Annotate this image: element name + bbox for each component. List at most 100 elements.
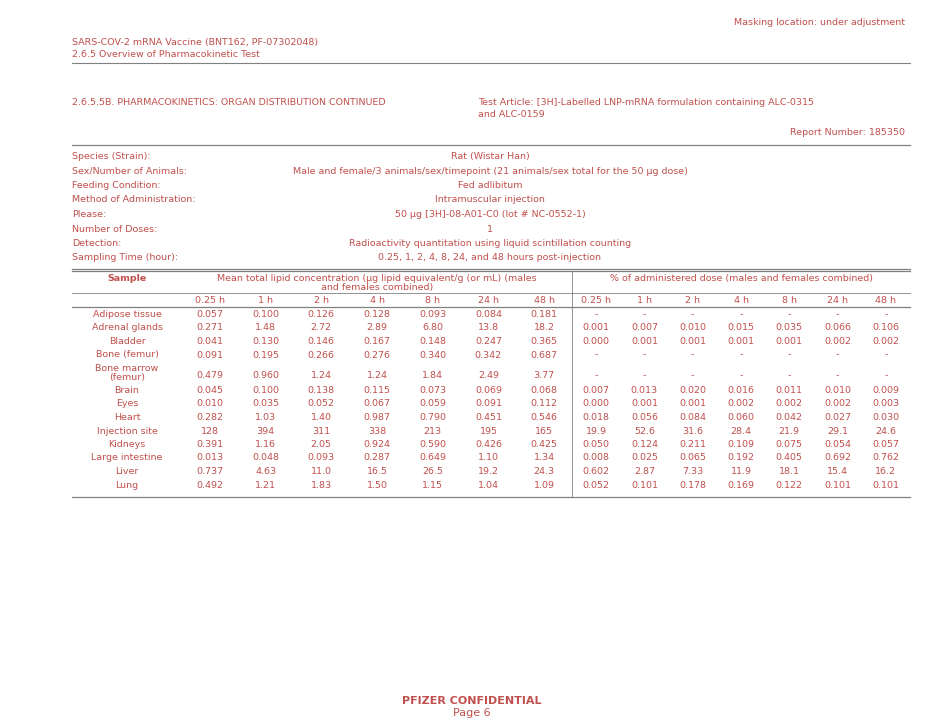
Text: 0.340: 0.340: [419, 350, 447, 360]
Text: 0.052: 0.052: [582, 481, 610, 489]
Text: 0.405: 0.405: [776, 453, 802, 463]
Text: 0.181: 0.181: [531, 310, 558, 319]
Text: 0.178: 0.178: [680, 481, 706, 489]
Text: 11.9: 11.9: [731, 467, 751, 476]
Text: 1.84: 1.84: [422, 371, 444, 380]
Text: 0.365: 0.365: [531, 337, 558, 346]
Text: Eyes: Eyes: [116, 400, 138, 408]
Text: 0.130: 0.130: [252, 337, 279, 346]
Text: 2.89: 2.89: [366, 324, 387, 332]
Text: Injection site: Injection site: [96, 426, 158, 436]
Text: 0.054: 0.054: [824, 440, 851, 449]
Text: 0.790: 0.790: [419, 413, 447, 422]
Text: 1.24: 1.24: [366, 371, 387, 380]
Text: 0.492: 0.492: [196, 481, 224, 489]
Text: -: -: [643, 371, 646, 380]
Text: -: -: [885, 310, 887, 319]
Text: -: -: [643, 310, 646, 319]
Text: Sex/Number of Animals:: Sex/Number of Animals:: [72, 167, 187, 175]
Text: 0.287: 0.287: [363, 453, 391, 463]
Text: 0.042: 0.042: [776, 413, 802, 422]
Text: Report Number: 185350: Report Number: 185350: [790, 128, 905, 137]
Text: 0.003: 0.003: [872, 400, 900, 408]
Text: 0.068: 0.068: [531, 386, 558, 395]
Text: 0.271: 0.271: [196, 324, 224, 332]
Text: 0.091: 0.091: [196, 350, 224, 360]
Text: 0.737: 0.737: [196, 467, 224, 476]
Text: 0.106: 0.106: [872, 324, 900, 332]
Text: 0.018: 0.018: [582, 413, 610, 422]
Text: 1.48: 1.48: [255, 324, 276, 332]
Text: -: -: [739, 310, 743, 319]
Text: 28.4: 28.4: [731, 426, 751, 436]
Text: -: -: [643, 350, 646, 360]
Text: 0.013: 0.013: [196, 453, 224, 463]
Text: 0.093: 0.093: [308, 453, 335, 463]
Text: 0.002: 0.002: [776, 400, 802, 408]
Text: 2 h: 2 h: [685, 296, 700, 305]
Text: 1.09: 1.09: [533, 481, 555, 489]
Text: 0.126: 0.126: [308, 310, 335, 319]
Text: 0.010: 0.010: [680, 324, 706, 332]
Text: 19.2: 19.2: [478, 467, 499, 476]
Text: 311: 311: [312, 426, 330, 436]
Text: 4.63: 4.63: [255, 467, 277, 476]
Text: 2.87: 2.87: [634, 467, 655, 476]
Text: -: -: [787, 350, 791, 360]
Text: 0.035: 0.035: [252, 400, 279, 408]
Text: -: -: [691, 310, 695, 319]
Text: 0.060: 0.060: [728, 413, 754, 422]
Text: 0.546: 0.546: [531, 413, 558, 422]
Text: 0.762: 0.762: [872, 453, 900, 463]
Text: Bone (femur): Bone (femur): [95, 350, 159, 360]
Text: 394: 394: [257, 426, 275, 436]
Text: 2.6.5 Overview of Pharmacokinetic Test: 2.6.5 Overview of Pharmacokinetic Test: [72, 50, 260, 59]
Text: -: -: [595, 371, 598, 380]
Text: 8 h: 8 h: [782, 296, 797, 305]
Text: 2 h: 2 h: [313, 296, 329, 305]
Text: -: -: [691, 371, 695, 380]
Text: SARS-COV-2 mRNA Vaccine (BNT162, PF-07302048): SARS-COV-2 mRNA Vaccine (BNT162, PF-0730…: [72, 38, 318, 47]
Text: Mean total lipid concentration (μg lipid equivalent/g (or mL) (males: Mean total lipid concentration (μg lipid…: [217, 274, 537, 283]
Text: 0.025: 0.025: [631, 453, 658, 463]
Text: -: -: [835, 310, 839, 319]
Text: 0.041: 0.041: [196, 337, 224, 346]
Text: 26.5: 26.5: [422, 467, 444, 476]
Text: (femur): (femur): [109, 373, 145, 382]
Text: Page 6: Page 6: [453, 708, 491, 718]
Text: 1 h: 1 h: [258, 296, 273, 305]
Text: 0.109: 0.109: [728, 440, 754, 449]
Text: 0.052: 0.052: [308, 400, 335, 408]
Text: 2.6.5.5B. PHARMACOKINETICS: ORGAN DISTRIBUTION CONTINUED: 2.6.5.5B. PHARMACOKINETICS: ORGAN DISTRI…: [72, 98, 386, 107]
Text: 15.4: 15.4: [827, 467, 848, 476]
Text: 0.195: 0.195: [252, 350, 279, 360]
Text: 0.020: 0.020: [680, 386, 706, 395]
Text: 0.057: 0.057: [872, 440, 900, 449]
Text: Method of Administration:: Method of Administration:: [72, 195, 195, 204]
Text: 0.002: 0.002: [824, 337, 851, 346]
Text: 0.001: 0.001: [631, 400, 658, 408]
Text: 24 h: 24 h: [478, 296, 499, 305]
Text: -: -: [885, 371, 887, 380]
Text: 0.010: 0.010: [196, 400, 224, 408]
Text: and ALC-0159: and ALC-0159: [478, 110, 545, 119]
Text: 0.013: 0.013: [631, 386, 658, 395]
Text: Sample: Sample: [108, 274, 146, 283]
Text: 8 h: 8 h: [425, 296, 440, 305]
Text: -: -: [835, 350, 839, 360]
Text: 0.425: 0.425: [531, 440, 558, 449]
Text: 0.451: 0.451: [475, 413, 502, 422]
Text: -: -: [787, 310, 791, 319]
Text: 1.24: 1.24: [311, 371, 331, 380]
Text: 0.169: 0.169: [728, 481, 754, 489]
Text: 0.25, 1, 2, 4, 8, 24, and 48 hours post-injection: 0.25, 1, 2, 4, 8, 24, and 48 hours post-…: [379, 253, 601, 263]
Text: 0.084: 0.084: [680, 413, 706, 422]
Text: 0.073: 0.073: [419, 386, 447, 395]
Text: 1 h: 1 h: [637, 296, 652, 305]
Text: 0.002: 0.002: [728, 400, 754, 408]
Text: 0.687: 0.687: [531, 350, 558, 360]
Text: -: -: [787, 371, 791, 380]
Text: 3.77: 3.77: [533, 371, 555, 380]
Text: 0.065: 0.065: [680, 453, 706, 463]
Text: 0.211: 0.211: [680, 440, 706, 449]
